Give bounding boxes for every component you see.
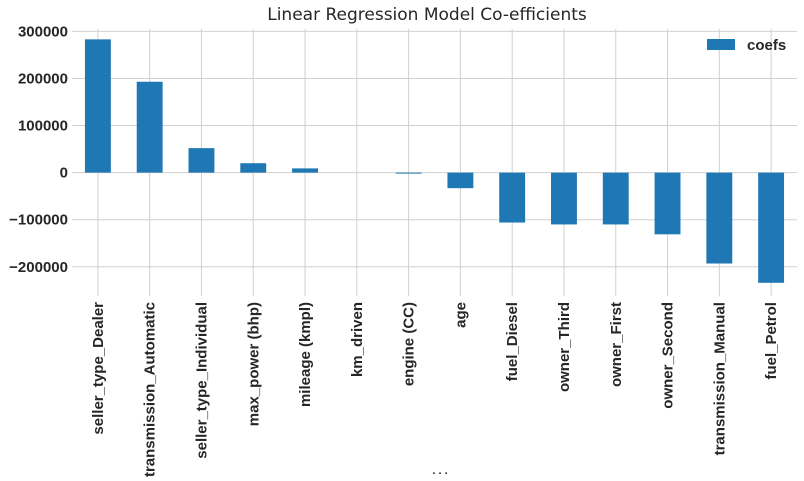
bar-seller-type-individual [188, 148, 215, 173]
grid [72, 29, 797, 296]
bar-transmission-automatic [136, 81, 163, 173]
bar-mileage-kmpl- [292, 168, 318, 173]
bar-seller-type-dealer [84, 39, 111, 173]
x-tick-label: transmission_Manual [711, 302, 728, 455]
bar-age [447, 172, 474, 189]
x-tick-label: fuel_Petrol [763, 302, 780, 380]
legend[interactable]: coefs [707, 37, 786, 54]
chart-title: Linear Regression Model Co-efficients [267, 5, 587, 25]
bar-fuel-diesel [499, 172, 526, 223]
x-tick-label: owner_First [608, 302, 625, 387]
legend-swatch [707, 39, 735, 50]
x-tick-label: engine (CC) [401, 302, 418, 386]
y-axis-ticks: −200000 −100000 0 100000 200000 300000 [9, 23, 68, 275]
x-tick-label: owner_Second [660, 302, 677, 409]
x-tick-label: km_driven [349, 302, 366, 377]
x-tick-label: fuel_Diesel [504, 302, 521, 381]
y-tick-label: 100000 [18, 118, 68, 135]
bar-owner-second [654, 172, 681, 235]
bars [84, 39, 785, 283]
x-tick-label: seller_type_Dealer [90, 302, 107, 435]
x-tick-label: max_power (bhp) [245, 302, 262, 426]
x-axis-label: . . . [432, 465, 447, 477]
y-tick-label: 200000 [18, 70, 68, 87]
legend-label: coefs [747, 37, 786, 54]
x-tick-label: mileage (kmpl) [297, 302, 314, 407]
x-tick-label: owner_Third [556, 302, 573, 392]
bar-max-power-bhp- [240, 163, 267, 173]
x-tick-label: seller_type_Individual [193, 302, 210, 459]
bar-owner-first [602, 172, 629, 225]
bar-owner-third [551, 172, 577, 225]
bar-transmission-manual [706, 172, 733, 264]
y-tick-label: −100000 [9, 212, 68, 229]
y-tick-label: 0 [60, 165, 68, 182]
x-tick-label: age [452, 302, 469, 328]
bar-engine-cc- [395, 172, 422, 174]
bar-fuel-petrol [758, 172, 785, 283]
y-tick-label: 300000 [18, 23, 68, 40]
y-tick-label: −200000 [9, 259, 68, 276]
x-tick-label: transmission_Automatic [142, 302, 159, 477]
x-axis-ticks: seller_type_Dealer transmission_Automatic… [90, 302, 780, 477]
